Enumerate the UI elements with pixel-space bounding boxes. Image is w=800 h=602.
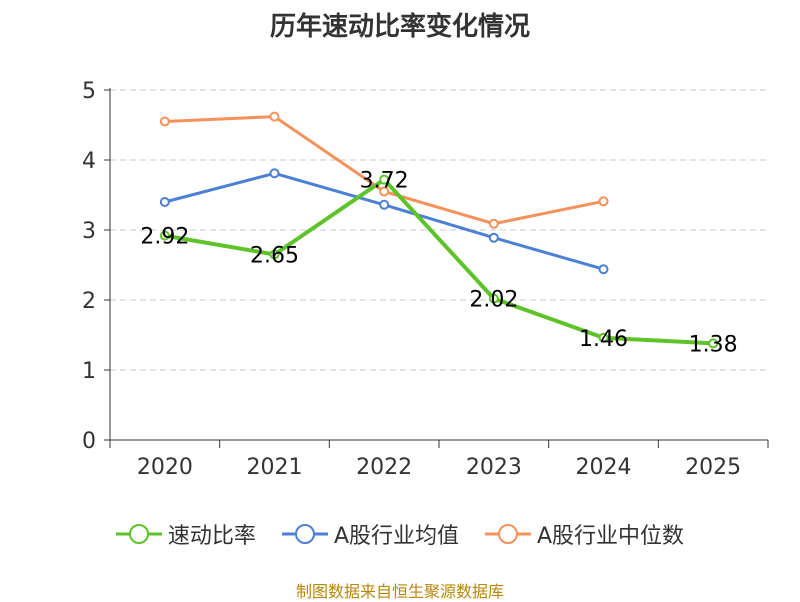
legend-item-industry-mean[interactable]: A股行业均值: [281, 518, 459, 550]
data-point: [269, 249, 280, 260]
data-point: [598, 264, 609, 275]
data-label: 2.02: [469, 288, 518, 313]
y-tick-label: 3: [82, 219, 96, 244]
y-tick-label: 1: [82, 359, 96, 384]
x-tick-label: 2022: [356, 455, 412, 480]
data-label: 1.38: [689, 332, 738, 357]
data-label: 3.72: [360, 169, 409, 194]
legend-swatch-marker: [128, 524, 149, 544]
legend-swatch-marker: [294, 524, 315, 544]
y-tick-label: 0: [82, 429, 96, 454]
chart-title: 历年速动比率变化情况: [269, 12, 530, 42]
x-tick-label: 2021: [247, 455, 303, 480]
legend-swatch-marker: [498, 524, 518, 544]
legend-item-industry-median[interactable]: A股行业中位数: [485, 518, 684, 550]
data-point: [159, 230, 170, 241]
data-point: [708, 338, 719, 349]
legend-swatch-industry-median: [485, 524, 531, 544]
x-tick-label: 2025: [685, 455, 741, 480]
data-point: [269, 168, 280, 179]
legend-swatch-industry-mean: [281, 524, 328, 544]
legend-item-quick-ratio[interactable]: 速动比率: [115, 518, 256, 550]
data-point: [379, 174, 390, 185]
x-tick-label: 2020: [137, 455, 193, 480]
y-tick-label: 5: [82, 79, 96, 104]
data-point: [379, 199, 390, 210]
data-point: [598, 332, 609, 343]
data-point: [488, 293, 499, 304]
data-point: [379, 186, 390, 197]
x-tick-label: 2023: [466, 455, 522, 480]
data-point: [159, 116, 170, 127]
y-tick-label: 4: [82, 149, 96, 174]
data-source-note: 制图数据来自恒生聚源数据库: [295, 582, 504, 601]
legend-label-industry-mean: A股行业均值: [333, 524, 459, 549]
legend-label-industry-median: A股行业中位数: [537, 524, 685, 549]
chart-legend: 速动比率 A股行业均值 A股行业中位数: [0, 518, 800, 550]
data-label: 1.46: [579, 327, 628, 352]
data-point: [488, 218, 499, 229]
data-point: [159, 197, 170, 207]
legend-swatch-quick-ratio: [115, 524, 162, 544]
series-line: [164, 177, 714, 346]
data-point: [488, 232, 499, 243]
legend-label-quick-ratio: 速动比率: [167, 524, 256, 549]
x-tick-label: 2024: [576, 455, 632, 480]
data-point: [269, 111, 280, 122]
data-label: 2.65: [250, 244, 299, 269]
y-tick-label: 2: [82, 289, 96, 314]
data-point: [598, 196, 609, 207]
data-label: 2.92: [140, 225, 189, 250]
